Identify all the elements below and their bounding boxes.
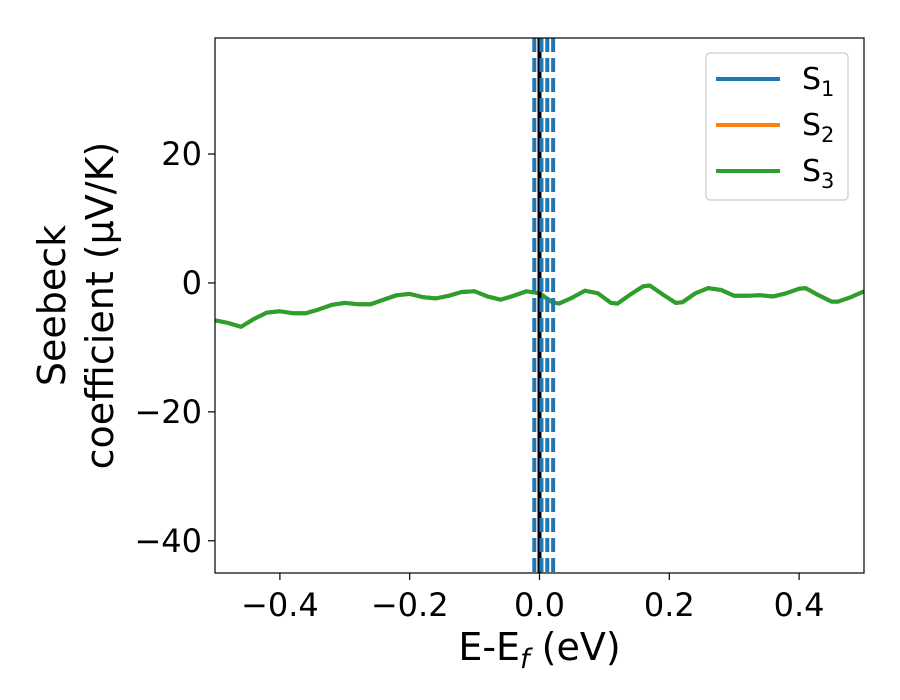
y-tick-label: 0 <box>182 264 202 302</box>
x-tick-label: 0.2 <box>644 586 695 624</box>
x-tick-label: 0.4 <box>774 586 825 624</box>
legend: S1 S2 S3 <box>705 52 849 201</box>
x-tick-label: 0.0 <box>514 586 565 624</box>
series-line-S3 <box>215 283 864 329</box>
y-tick-label: −20 <box>134 393 202 431</box>
y-tick-label: 20 <box>161 135 202 173</box>
legend-label: S2 <box>802 108 834 147</box>
legend-label: S1 <box>802 62 834 101</box>
y-tick-label: −40 <box>134 522 202 560</box>
y-axis-title-line2: coefficient (μV/K) <box>78 142 122 470</box>
x-axis-title: E-Ef (eV) <box>458 625 620 675</box>
y-axis-title-line1: Seebeck <box>30 225 74 386</box>
plot-content <box>215 38 864 573</box>
legend-label: S3 <box>802 154 834 193</box>
plot-area <box>215 38 864 573</box>
axis-titles: E-Ef (eV) Seebeck coefficient (μV/K) <box>30 142 621 675</box>
axes: −0.4 −0.2 0.0 0.2 0.4 20 0 −20 −40 <box>134 37 865 624</box>
x-tick-label: −0.4 <box>241 586 319 624</box>
x-tick-label: −0.2 <box>371 586 449 624</box>
